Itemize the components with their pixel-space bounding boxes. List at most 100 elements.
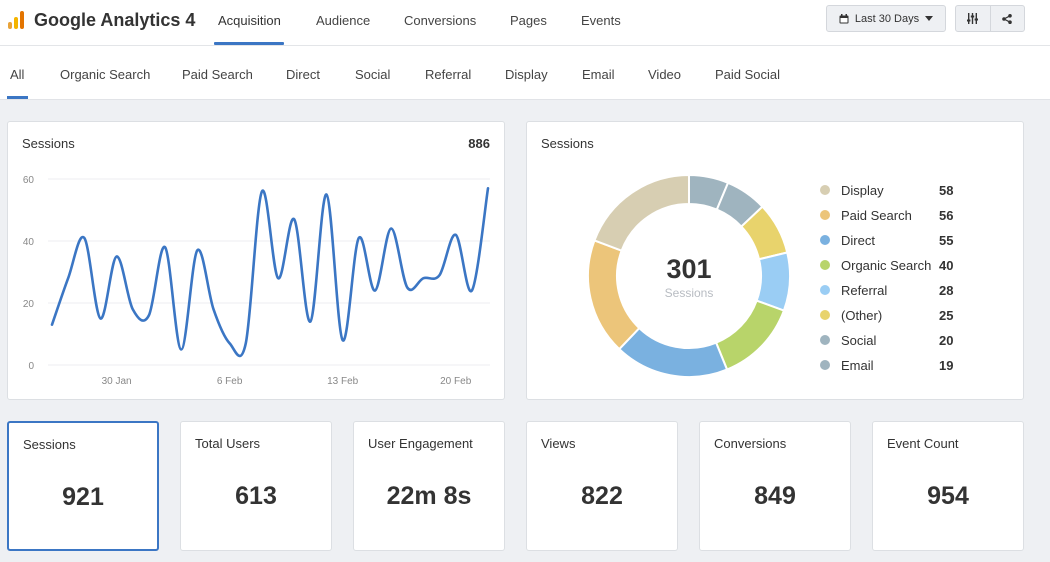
date-range-button[interactable]: Last 30 Days	[826, 5, 946, 32]
legend-item[interactable]: Paid Search 56	[820, 207, 953, 223]
subtab-video[interactable]: Video	[648, 67, 682, 82]
legend-item[interactable]: (Other) 25	[820, 307, 953, 323]
legend-dot	[820, 185, 830, 195]
kpi-value: 921	[62, 483, 104, 511]
sessions-series-line	[50, 187, 490, 358]
kpi-total-users[interactable]: Total Users 613	[180, 421, 332, 551]
subtab-all[interactable]: All	[10, 67, 25, 82]
y-tick-label: 20	[23, 299, 35, 310]
kpi-conversions[interactable]: Conversions 849	[699, 421, 851, 551]
donut-card-title: Sessions	[541, 136, 594, 151]
legend-dot	[820, 360, 830, 370]
x-tick-label: 6 Feb	[217, 376, 243, 387]
tab-pages[interactable]: Pages	[510, 13, 547, 28]
legend-dot	[820, 235, 830, 245]
donut-slice[interactable]	[593, 173, 690, 252]
x-tick-label: 13 Feb	[327, 376, 359, 387]
kpi-label: Sessions	[23, 437, 76, 452]
subtab-referral[interactable]: Referral	[425, 67, 472, 82]
active-subtab-indicator	[7, 96, 28, 99]
app-logo[interactable]: Google Analytics 4	[8, 8, 195, 32]
legend-value: 56	[939, 207, 954, 223]
legend-label: Paid Search	[841, 207, 912, 223]
legend-dot	[820, 210, 830, 220]
toolbar-icon-group	[955, 5, 1025, 32]
kpi-sessions[interactable]: Sessions 921	[7, 421, 159, 551]
legend-item[interactable]: Referral 28	[820, 282, 953, 298]
kpi-label: Conversions	[714, 436, 787, 451]
legend-dot	[820, 310, 830, 320]
legend-dot	[820, 260, 830, 270]
donut-slice[interactable]	[587, 239, 641, 351]
channel-filter-bar: All Organic Search Paid Search Direct So…	[0, 46, 1050, 100]
legend-label: Email	[841, 357, 874, 373]
kpi-value: 954	[927, 482, 969, 510]
kpi-value: 613	[235, 482, 277, 510]
legend-value: 19	[939, 357, 954, 373]
kpi-user-engagement[interactable]: User Engagement 22m 8s	[353, 421, 505, 551]
subtab-social[interactable]: Social	[355, 67, 391, 82]
legend-label: Social	[841, 332, 877, 348]
tab-acquisition[interactable]: Acquisition	[218, 13, 281, 28]
kpi-event-count[interactable]: Event Count 954	[872, 421, 1024, 551]
legend-item[interactable]: Direct 55	[820, 232, 953, 248]
caret-down-icon	[925, 16, 934, 21]
subtab-organic-search[interactable]: Organic Search	[60, 67, 151, 82]
donut-center-label: Sessions	[664, 286, 714, 300]
filter-settings-button[interactable]	[956, 6, 990, 31]
legend-label: Organic Search	[841, 257, 932, 273]
legend-label: (Other)	[841, 307, 883, 323]
sessions-donut-chart	[587, 173, 791, 378]
subtab-paid-social[interactable]: Paid Social	[715, 67, 781, 82]
donut-slice[interactable]	[617, 326, 729, 378]
legend-item[interactable]: Email 19	[820, 357, 953, 373]
x-tick-label: 20 Feb	[440, 376, 472, 387]
date-range-label: Last 30 Days	[854, 12, 920, 25]
sessions-line-card: Sessions 886 0 20 40 60 30 Jan 6 Feb 13 Feb 20 …	[7, 121, 505, 400]
sliders-icon	[967, 13, 979, 24]
y-tick-label: 60	[23, 175, 35, 186]
legend-item[interactable]: Organic Search 40	[820, 257, 953, 273]
kpi-views[interactable]: Views 822	[526, 421, 678, 551]
donut-slice[interactable]	[714, 299, 786, 371]
active-tab-indicator	[214, 42, 284, 45]
sessions-donut-card: Sessions 301 Sessions Display 58 Paid Sear…	[526, 121, 1024, 400]
top-bar: Google Analytics 4 Acquisition Audience …	[0, 0, 1050, 46]
share-button[interactable]	[989, 6, 1025, 31]
legend-label: Display	[841, 182, 884, 198]
share-icon	[1002, 13, 1013, 24]
legend-item[interactable]: Social 20	[820, 332, 953, 348]
line-card-title: Sessions	[22, 136, 75, 151]
kpi-label: Views	[541, 436, 576, 451]
subtab-email[interactable]: Email	[582, 67, 615, 82]
subtab-paid-search[interactable]: Paid Search	[182, 67, 253, 82]
legend-value: 40	[939, 257, 954, 273]
calendar-icon	[839, 13, 849, 23]
app-title: Google Analytics 4	[34, 9, 196, 30]
y-tick-label: 40	[23, 237, 35, 248]
legend-value: 58	[939, 182, 954, 198]
line-card-total: 886	[468, 136, 490, 151]
y-tick-label: 0	[28, 361, 34, 372]
x-tick-label: 30 Jan	[102, 376, 132, 387]
legend-item[interactable]: Display 58	[820, 182, 953, 198]
kpi-value: 22m 8s	[386, 482, 472, 510]
kpi-value: 849	[754, 482, 796, 510]
subtab-direct[interactable]: Direct	[286, 67, 320, 82]
legend-dot	[820, 285, 830, 295]
donut-center-value: 301	[666, 254, 712, 284]
tab-conversions[interactable]: Conversions	[404, 13, 477, 28]
kpi-label: Event Count	[887, 436, 959, 451]
tab-events[interactable]: Events	[581, 13, 621, 28]
kpi-label: User Engagement	[368, 436, 473, 451]
legend-value: 28	[939, 282, 954, 298]
legend-value: 25	[939, 307, 954, 323]
kpi-value: 822	[581, 482, 623, 510]
legend-label: Referral	[841, 282, 888, 298]
analytics-logo-icon	[8, 11, 26, 29]
sessions-line-chart: 0 20 40 60 30 Jan 6 Feb 13 Feb 20 Feb	[23, 175, 490, 387]
legend-value: 20	[939, 332, 954, 348]
subtab-display[interactable]: Display	[505, 67, 548, 82]
tab-audience[interactable]: Audience	[316, 13, 371, 28]
legend-dot	[820, 335, 830, 345]
